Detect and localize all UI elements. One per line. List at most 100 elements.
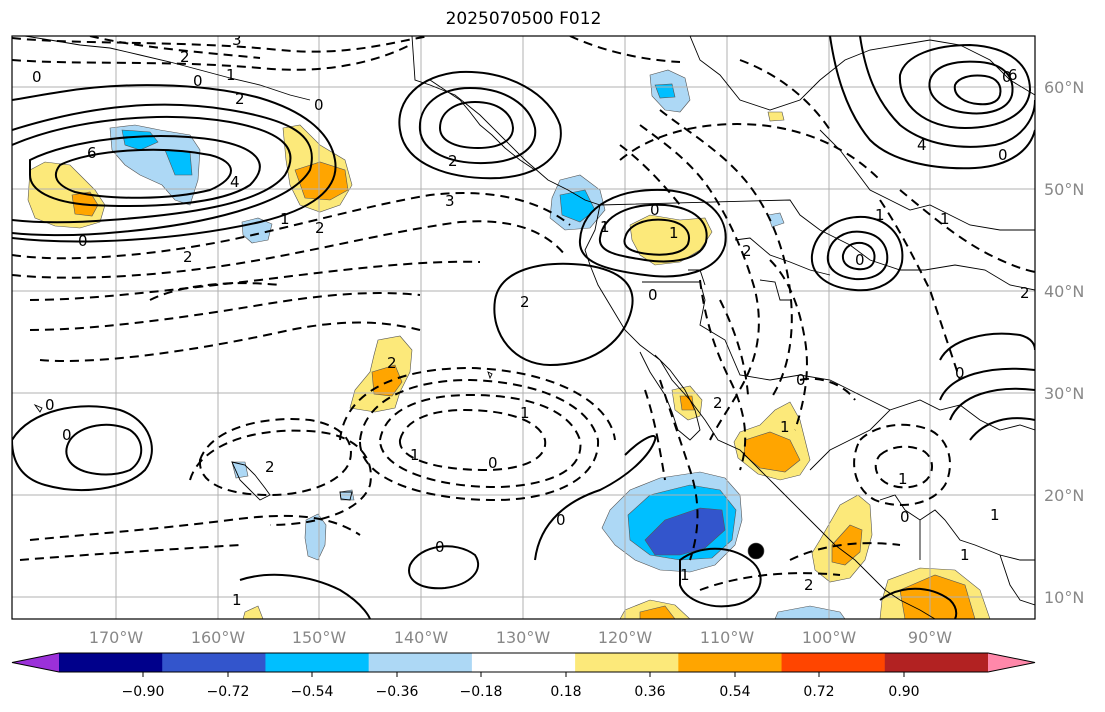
colorbar-segment bbox=[781, 653, 886, 672]
colorbar: −0.90 −0.72 −0.54 −0.36 −0.18 0.18 0.36 … bbox=[11, 652, 1036, 700]
contour-label: 2 bbox=[235, 90, 245, 108]
contour-label: 1 bbox=[780, 418, 790, 436]
contour-label: 0 bbox=[955, 364, 965, 382]
contour-label: 2 bbox=[742, 242, 752, 260]
contour-label: 0 bbox=[32, 68, 42, 86]
contour-label: 2 bbox=[804, 576, 814, 594]
contour-label: 4 bbox=[917, 136, 927, 154]
contour-label: 6 bbox=[87, 144, 97, 162]
colorbar-extend-high bbox=[988, 653, 1035, 672]
contour-label: 0 bbox=[435, 538, 445, 556]
colorbar-segment bbox=[884, 653, 989, 672]
lat-label: 40°N bbox=[1044, 282, 1084, 301]
colorbar-label: 0.18 bbox=[550, 684, 581, 700]
contour-label: 1 bbox=[960, 546, 970, 564]
colorbar-extend-low bbox=[12, 653, 59, 672]
contour-label: 0 bbox=[556, 511, 566, 529]
contour-label: 1 bbox=[990, 506, 1000, 524]
lon-label: 150°W bbox=[292, 628, 347, 647]
colorbar-outline bbox=[11, 652, 1036, 673]
lon-label: 160°W bbox=[191, 628, 246, 647]
contour-label: 0 bbox=[900, 508, 910, 526]
colorbar-segment bbox=[471, 653, 576, 672]
contour-label: 1 bbox=[232, 591, 242, 609]
contour-labels: 0 2 3 1 0 2 6 4 0 2 1 2 0 2 3 2 0 4 0 0 … bbox=[32, 31, 1030, 609]
map-frame bbox=[11, 35, 1036, 620]
graticule bbox=[12, 36, 1035, 619]
contour-label: 0 bbox=[314, 96, 324, 114]
colorbar-label: −0.72 bbox=[207, 684, 250, 700]
contour-label: 1 bbox=[410, 446, 420, 464]
contour-label: 0 bbox=[193, 72, 203, 90]
lon-label: 120°W bbox=[598, 628, 653, 647]
lat-label: 20°N bbox=[1044, 486, 1084, 505]
contour-label: 0 bbox=[855, 251, 865, 269]
contour-label: 0 bbox=[78, 232, 88, 250]
contour-label: 0 bbox=[488, 454, 498, 472]
lat-label: 10°N bbox=[1044, 588, 1084, 607]
lon-label: 110°W bbox=[700, 628, 755, 647]
colorbar-segment bbox=[368, 653, 473, 672]
contour-label: 2 bbox=[387, 354, 397, 372]
latitude-labels: 60°N 50°N 40°N 30°N 20°N 10°N bbox=[1044, 78, 1084, 607]
lon-label: 140°W bbox=[394, 628, 449, 647]
contour-label: 0 bbox=[650, 201, 660, 219]
contour-label: 2 bbox=[265, 458, 275, 476]
lon-label: 170°W bbox=[89, 628, 144, 647]
contour-label: 0 bbox=[62, 426, 72, 444]
colorbar-segment bbox=[265, 653, 370, 672]
contour-label: 6 bbox=[1008, 66, 1018, 84]
colorbar-label: −0.36 bbox=[376, 684, 419, 700]
colorbar-label: 0.36 bbox=[634, 684, 665, 700]
contour-label: 2 bbox=[448, 152, 458, 170]
contour-label: 2 bbox=[1020, 284, 1030, 302]
colorbar-label: 0.72 bbox=[803, 684, 834, 700]
contour-label: 1 bbox=[898, 470, 908, 488]
colorbar-label: −0.18 bbox=[460, 684, 503, 700]
lat-label: 50°N bbox=[1044, 180, 1084, 199]
contour-label: 0 bbox=[1002, 68, 1012, 86]
contour-label: 2 bbox=[315, 219, 325, 237]
map-area: 0 2 3 1 0 2 6 4 0 2 1 2 0 2 3 2 0 4 0 0 … bbox=[12, 31, 1035, 619]
colorbar-segment bbox=[59, 653, 163, 672]
lat-label: 30°N bbox=[1044, 384, 1084, 403]
colorbar-label: 0.90 bbox=[888, 684, 919, 700]
map-title: 2025070500 F012 bbox=[445, 9, 602, 29]
contour-label: 1 bbox=[875, 206, 885, 224]
contour-label: 0 bbox=[45, 396, 55, 414]
contour-label: 1 bbox=[280, 210, 290, 228]
contour-label: 1 bbox=[680, 566, 690, 584]
contour-label: 1 bbox=[226, 66, 236, 84]
contour-label: 1 bbox=[520, 404, 530, 422]
contour-label: 1 bbox=[600, 218, 610, 236]
contour-label: 4 bbox=[230, 173, 240, 191]
contour-label: 3 bbox=[232, 31, 242, 49]
contours-negative bbox=[12, 36, 1035, 591]
contour-label: 0 bbox=[796, 371, 806, 389]
colorbar-tick-labels: −0.90 −0.72 −0.54 −0.36 −0.18 0.18 0.36 … bbox=[122, 684, 920, 700]
contour-label: 1 bbox=[940, 210, 950, 228]
longitude-labels: 170°W 160°W 150°W 140°W 130°W 120°W 110°… bbox=[89, 628, 952, 647]
contour-label: 2 bbox=[180, 48, 190, 66]
contour-label: 2 bbox=[713, 394, 723, 412]
lon-label: 90°W bbox=[908, 628, 952, 647]
colorbar-ticks bbox=[142, 672, 905, 677]
lat-label: 60°N bbox=[1044, 78, 1084, 97]
contour-label: 0 bbox=[648, 286, 658, 304]
contour-label: 2 bbox=[183, 248, 193, 266]
contours-positive bbox=[12, 36, 1035, 619]
colorbar-label: 0.54 bbox=[719, 684, 750, 700]
colorbar-segments bbox=[11, 652, 1036, 673]
colorbar-segment bbox=[575, 653, 679, 672]
contour-label: 1 bbox=[669, 224, 679, 242]
colorbar-label: −0.90 bbox=[122, 684, 165, 700]
lon-label: 100°W bbox=[802, 628, 857, 647]
colorbar-segment bbox=[162, 653, 266, 672]
colorbar-label: −0.54 bbox=[291, 684, 334, 700]
colorbar-segment bbox=[678, 653, 783, 672]
lon-label: 130°W bbox=[496, 628, 551, 647]
contour-label: 0 bbox=[998, 146, 1008, 164]
contour-label: 3 bbox=[445, 192, 455, 210]
contour-label: 2 bbox=[520, 293, 530, 311]
